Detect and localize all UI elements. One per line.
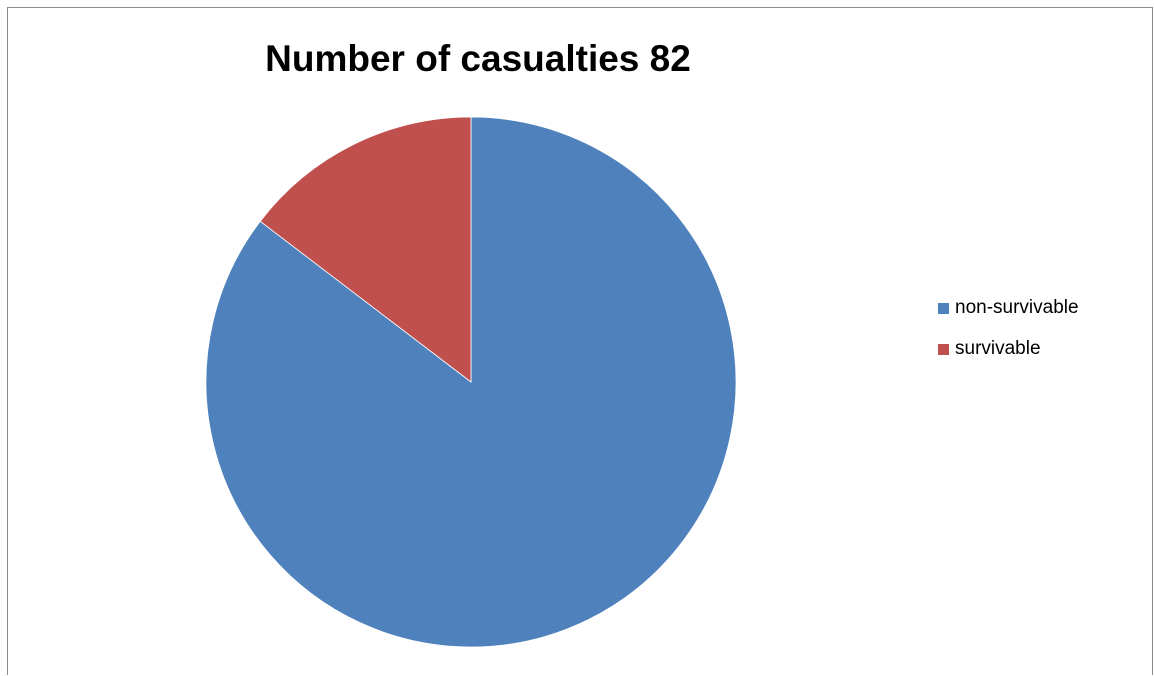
legend-label-survivable: survivable [955,338,1041,359]
chart-area: Number of casualties 82 non-survivable s… [7,7,1153,675]
legend-swatch-survivable [938,343,949,355]
legend-item-non-survivable: non-survivable [938,297,1079,318]
pie-slice-survivable [259,116,472,383]
legend-item-survivable: survivable [938,338,1079,359]
legend-swatch-non-survivable [938,302,949,314]
pie-chart [205,116,737,648]
legend: non-survivable survivable [938,297,1079,380]
legend-label-non-survivable: non-survivable [955,297,1079,318]
pie-slices [205,116,737,648]
chart-title: Number of casualties 82 [265,38,691,79]
